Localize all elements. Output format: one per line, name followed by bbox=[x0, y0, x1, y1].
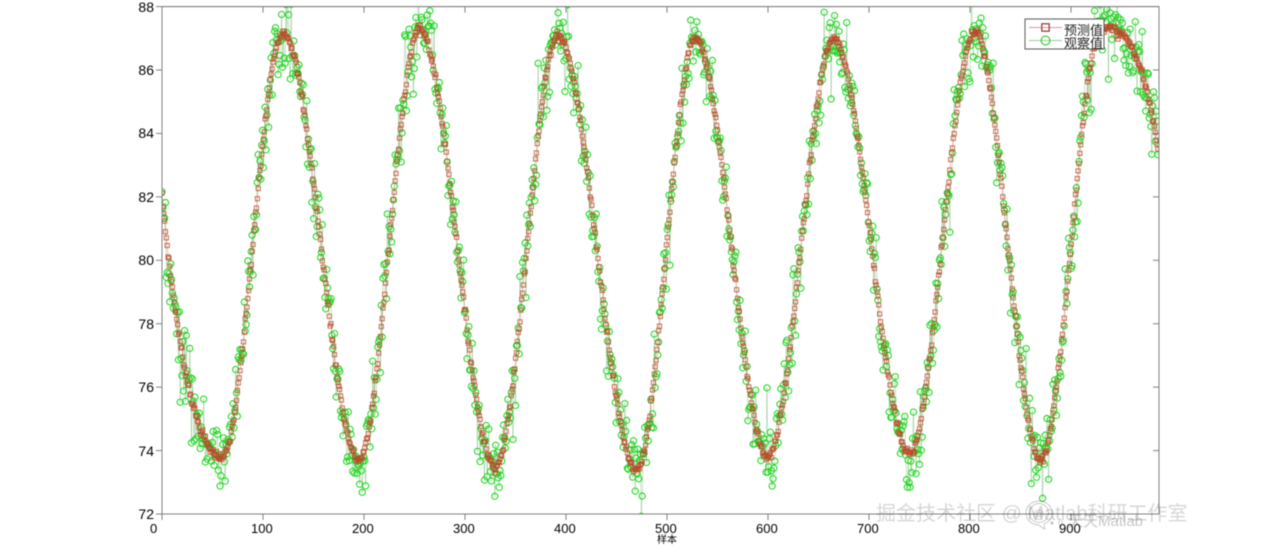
svg-text:0: 0 bbox=[1058, 518, 1063, 528]
svg-text:天天Matlab: 天天Matlab bbox=[1068, 513, 1143, 530]
svg-text:@: @ bbox=[1033, 507, 1045, 521]
